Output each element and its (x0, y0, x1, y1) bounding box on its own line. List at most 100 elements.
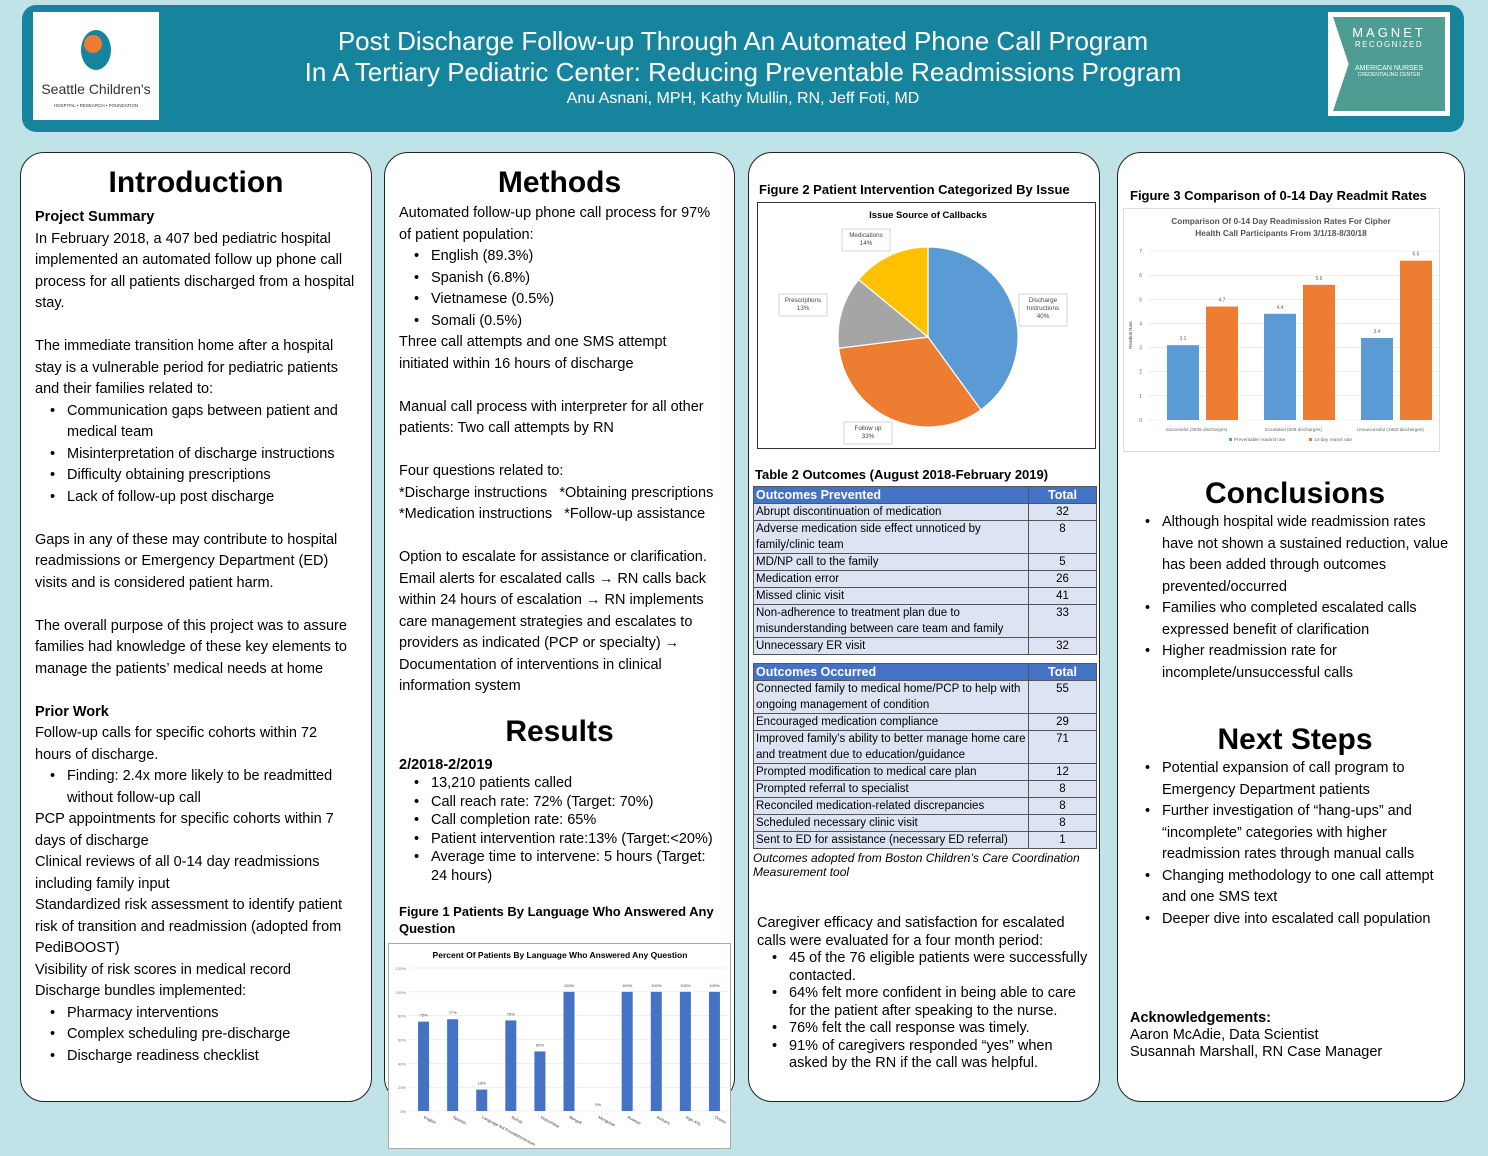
outcome-cell: Connected family to medical home/PCP to … (753, 680, 1029, 714)
slice-label-box (1018, 293, 1068, 327)
bullet-list: 13,210 patients calledCall reach rate: 7… (399, 774, 720, 885)
data-label: 100% (564, 983, 575, 988)
y-tick-label: 7 (1139, 249, 1142, 255)
y-tick-label: 0 (1139, 418, 1142, 424)
data-label: 4.4 (1277, 305, 1284, 311)
y-axis-label: Readmit Rate (1128, 321, 1133, 349)
table-row: Adverse medication side effect unnoticed… (753, 520, 1097, 554)
table-row: Prompted modification to medical care pl… (753, 763, 1097, 781)
poster-header: Seattle Children's HOSPITAL • RESEARCH •… (22, 5, 1464, 132)
svg-text:Seattle Children's: Seattle Children's (41, 81, 150, 97)
list-item: Patient intervention rate:13% (Target:<2… (414, 830, 720, 849)
y-tick-label: 4 (1139, 321, 1142, 327)
list-item: Spanish (6.8%) (414, 268, 720, 290)
y-tick-label: 80% (398, 1014, 406, 1019)
slice-value: 40% (1037, 313, 1050, 320)
list-item: English (89.3%) (414, 246, 720, 268)
total-cell: 8 (1028, 814, 1097, 832)
chart-title: Issue Source of Callbacks (869, 210, 987, 221)
column-header: Outcomes Occurred (753, 663, 1029, 681)
table-row: Improved family’s ability to better mana… (753, 730, 1097, 764)
y-tick-label: 2 (1139, 370, 1142, 376)
outcome-cell: Abrupt discontinuation of medication (753, 503, 1029, 521)
total-cell: 29 (1028, 713, 1097, 731)
title-line-2: In A Tertiary Pediatric Center: Reducing… (304, 57, 1182, 87)
list-item: Families who completed escalated calls e… (1145, 598, 1460, 641)
x-tick-label: Vietnamese (539, 1114, 561, 1129)
data-label: 0% (595, 1102, 601, 1107)
bar (708, 991, 720, 1111)
x-tick-label: Unsuccessful (1862 discharges) (1357, 427, 1424, 432)
outcome-cell: Unnecessary ER visit (753, 637, 1029, 655)
bar (1303, 284, 1335, 420)
outcomes-prevented-table: Outcomes Prevented Total Abrupt discontinu… (753, 486, 1097, 655)
table-row: Reconciled medication-related discrepanc… (753, 797, 1097, 815)
figure3-caption: Figure 3 Comparison of 0-14 Day Readmit … (1130, 188, 1427, 203)
bar (476, 1089, 488, 1111)
paragraph: Follow-up calls for specific cohorts wit… (35, 725, 322, 763)
pie-slice (927, 246, 1019, 411)
data-label: 100% (680, 983, 691, 988)
y-tick-label: 40% (398, 1061, 406, 1066)
title-line-1: Post Discharge Follow-up Through An Auto… (337, 26, 1149, 56)
bullet-list: Although hospital wide readmission rates… (1130, 512, 1460, 684)
poster-title: Post Discharge Follow-up Through An Auto… (172, 26, 1314, 110)
data-label: 100% (709, 983, 720, 988)
y-tick-label: 0% (400, 1109, 406, 1114)
conclusions-panel: Figure 3 Comparison of 0-14 Day Readmit … (1117, 152, 1465, 1102)
list-item: 76% felt the call response was timely. (772, 1020, 1095, 1038)
subheading: 2/2018-2/2019 (399, 756, 493, 773)
ack-line: Susannah Marshall, RN Case Manager (1130, 1044, 1383, 1060)
total-cell: 71 (1028, 730, 1097, 764)
table-row: Encouraged medication compliance 29 (753, 713, 1097, 731)
y-tick-label: 3 (1139, 346, 1142, 352)
slice-label-box (778, 293, 828, 317)
slice-label-box (841, 228, 891, 252)
paragraph: *Medication instructions *Follow-up assi… (399, 506, 706, 522)
slice-label-box (843, 421, 893, 445)
table-header-row: Outcomes Occurred Total (753, 663, 1097, 681)
results-body: 2/2018-2/201913,210 patients calledCall … (399, 756, 720, 886)
svg-text:HOSPITAL • RESEARCH • FOUNDATI: HOSPITAL • RESEARCH • FOUNDATION (54, 103, 138, 108)
list-item: 45 of the 76 eligible patients were succ… (772, 950, 1095, 985)
list-item: Complex scheduling pre-discharge (50, 1024, 357, 1046)
total-cell: 8 (1028, 780, 1097, 798)
column-header: Total (1028, 663, 1097, 681)
legend-label: 14-day reamit rate (1314, 437, 1352, 442)
paragraph: In February 2018, a 407 bed pediatric ho… (35, 230, 359, 312)
outcome-cell: Encouraged medication compliance (753, 713, 1029, 731)
x-tick-label: Mongolian (598, 1114, 617, 1127)
list-item: Misinterpretation of discharge instructi… (50, 444, 357, 466)
paragraph: Automated follow-up phone call process f… (399, 205, 715, 243)
x-tick-label: Language Not Provided/Unknown (481, 1114, 536, 1147)
slice-label: Discharge (1029, 297, 1058, 304)
total-cell: 8 (1028, 520, 1097, 554)
conclusions-body: Although hospital wide readmission rates… (1130, 512, 1460, 684)
outcomes-panel: Figure 2 Patient Intervention Categorize… (748, 152, 1100, 1102)
column-header: Outcomes Prevented (753, 486, 1029, 504)
table-note: Outcomes adopted from Boston Children’s … (753, 851, 1080, 879)
list-item: Call completion rate: 65% (414, 811, 720, 830)
recognized-text: RECOGNIZED (1354, 40, 1424, 49)
x-tick-label: Oromo (714, 1114, 728, 1125)
outcome-cell: Non-adherence to treatment plan due to m… (753, 604, 1029, 638)
data-label: 77% (449, 1010, 457, 1015)
next-steps-body: Potential expansion of call program to E… (1130, 758, 1460, 930)
x-tick-label: Amharic (656, 1114, 671, 1125)
x-tick-label: Russian (627, 1114, 642, 1125)
bar (1264, 313, 1296, 420)
bar (1361, 337, 1393, 420)
bar (1167, 345, 1199, 420)
column-header: Total (1028, 486, 1097, 504)
outcome-cell: Adverse medication side effect unnoticed… (753, 520, 1029, 554)
data-label: 100% (651, 983, 662, 988)
table-row: Scheduled necessary clinic visit 8 (753, 814, 1097, 832)
list-item: Lack of follow-up post discharge (50, 487, 357, 509)
total-cell: 5 (1028, 553, 1097, 571)
outcome-cell: Improved family’s ability to better mana… (753, 730, 1029, 764)
data-label: 3.1 (1180, 336, 1187, 342)
data-label: 6.6 (1413, 252, 1420, 258)
y-tick-label: 60% (398, 1038, 406, 1043)
total-cell: 55 (1028, 680, 1097, 714)
legend-label: Preventable readmit rate (1234, 437, 1286, 442)
